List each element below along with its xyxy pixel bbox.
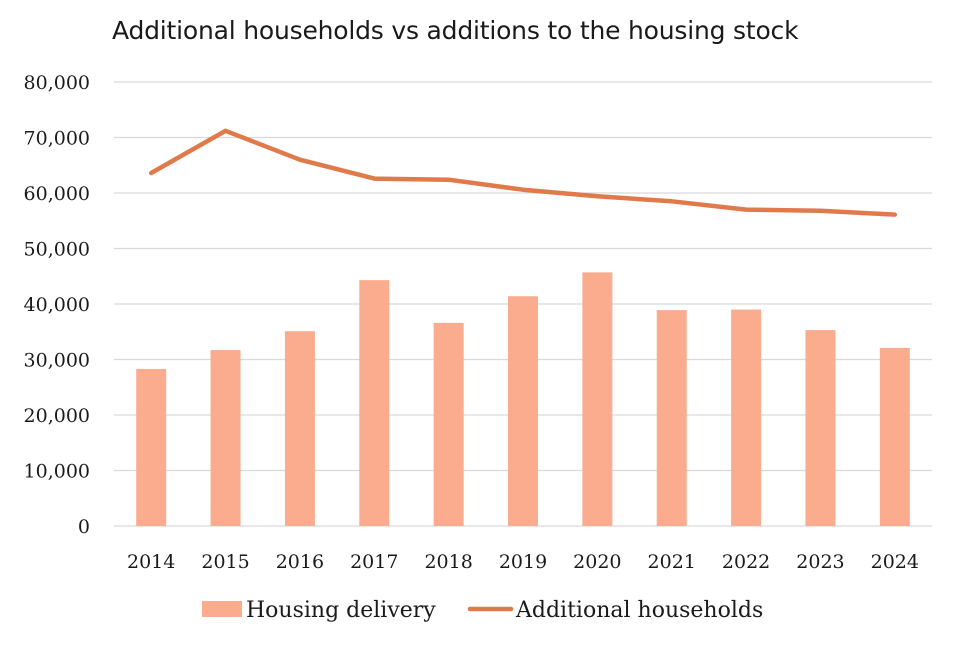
y-tick-label: 60,000 <box>24 183 90 205</box>
y-tick-label: 70,000 <box>24 128 90 150</box>
y-tick-label: 50,000 <box>24 239 90 261</box>
y-tick-label: 80,000 <box>24 72 90 94</box>
x-tick-label: 2020 <box>573 551 621 573</box>
y-tick-label: 0 <box>78 516 90 538</box>
bar-housing-delivery <box>731 309 762 526</box>
bar-housing-delivery <box>284 331 315 526</box>
x-tick-label: 2022 <box>722 551 770 573</box>
line-series-additional-households <box>148 128 898 217</box>
bar-housing-delivery <box>805 330 836 526</box>
x-tick-label: 2021 <box>648 551 696 573</box>
x-tick-label: 2024 <box>871 551 919 573</box>
x-tick-label: 2016 <box>276 551 324 573</box>
x-tick-label: 2014 <box>127 551 175 573</box>
bars-housing-delivery <box>136 272 910 526</box>
bar-housing-delivery <box>359 280 390 526</box>
bar-housing-delivery <box>582 272 613 526</box>
chart-title: Additional households vs additions to th… <box>112 16 799 45</box>
y-tick-label: 30,000 <box>24 350 90 372</box>
legend: Housing delivery Additional households <box>202 598 763 623</box>
y-tick-label: 40,000 <box>24 294 90 316</box>
bar-housing-delivery <box>879 347 910 526</box>
bar-housing-delivery <box>508 296 538 526</box>
x-tick-label: 2018 <box>424 551 472 573</box>
bar-housing-delivery <box>433 322 464 526</box>
y-tick-label: 10,000 <box>24 461 90 483</box>
x-tick-label: 2015 <box>201 551 249 573</box>
bar-housing-delivery <box>656 310 687 526</box>
line-additional-households <box>148 128 898 217</box>
x-tick-label: 2017 <box>350 551 398 573</box>
y-axis-tick-labels: 0 10,000 20,000 30,000 40,000 50,000 60,000 70,… <box>24 72 90 538</box>
x-tick-label: 2019 <box>499 551 547 573</box>
legend-swatch-housing-delivery <box>202 601 242 617</box>
y-tick-label: 20,000 <box>24 405 90 427</box>
bar-housing-delivery <box>136 368 167 526</box>
bar-housing-delivery <box>210 350 241 526</box>
x-axis-tick-labels: 2014 2015 2016 2017 2018 2019 2020 2021 2022 2023… <box>127 551 919 573</box>
legend-label-housing-delivery: Housing delivery <box>246 598 436 623</box>
x-tick-label: 2023 <box>796 551 844 573</box>
legend-label-additional-households: Additional households <box>515 598 763 623</box>
